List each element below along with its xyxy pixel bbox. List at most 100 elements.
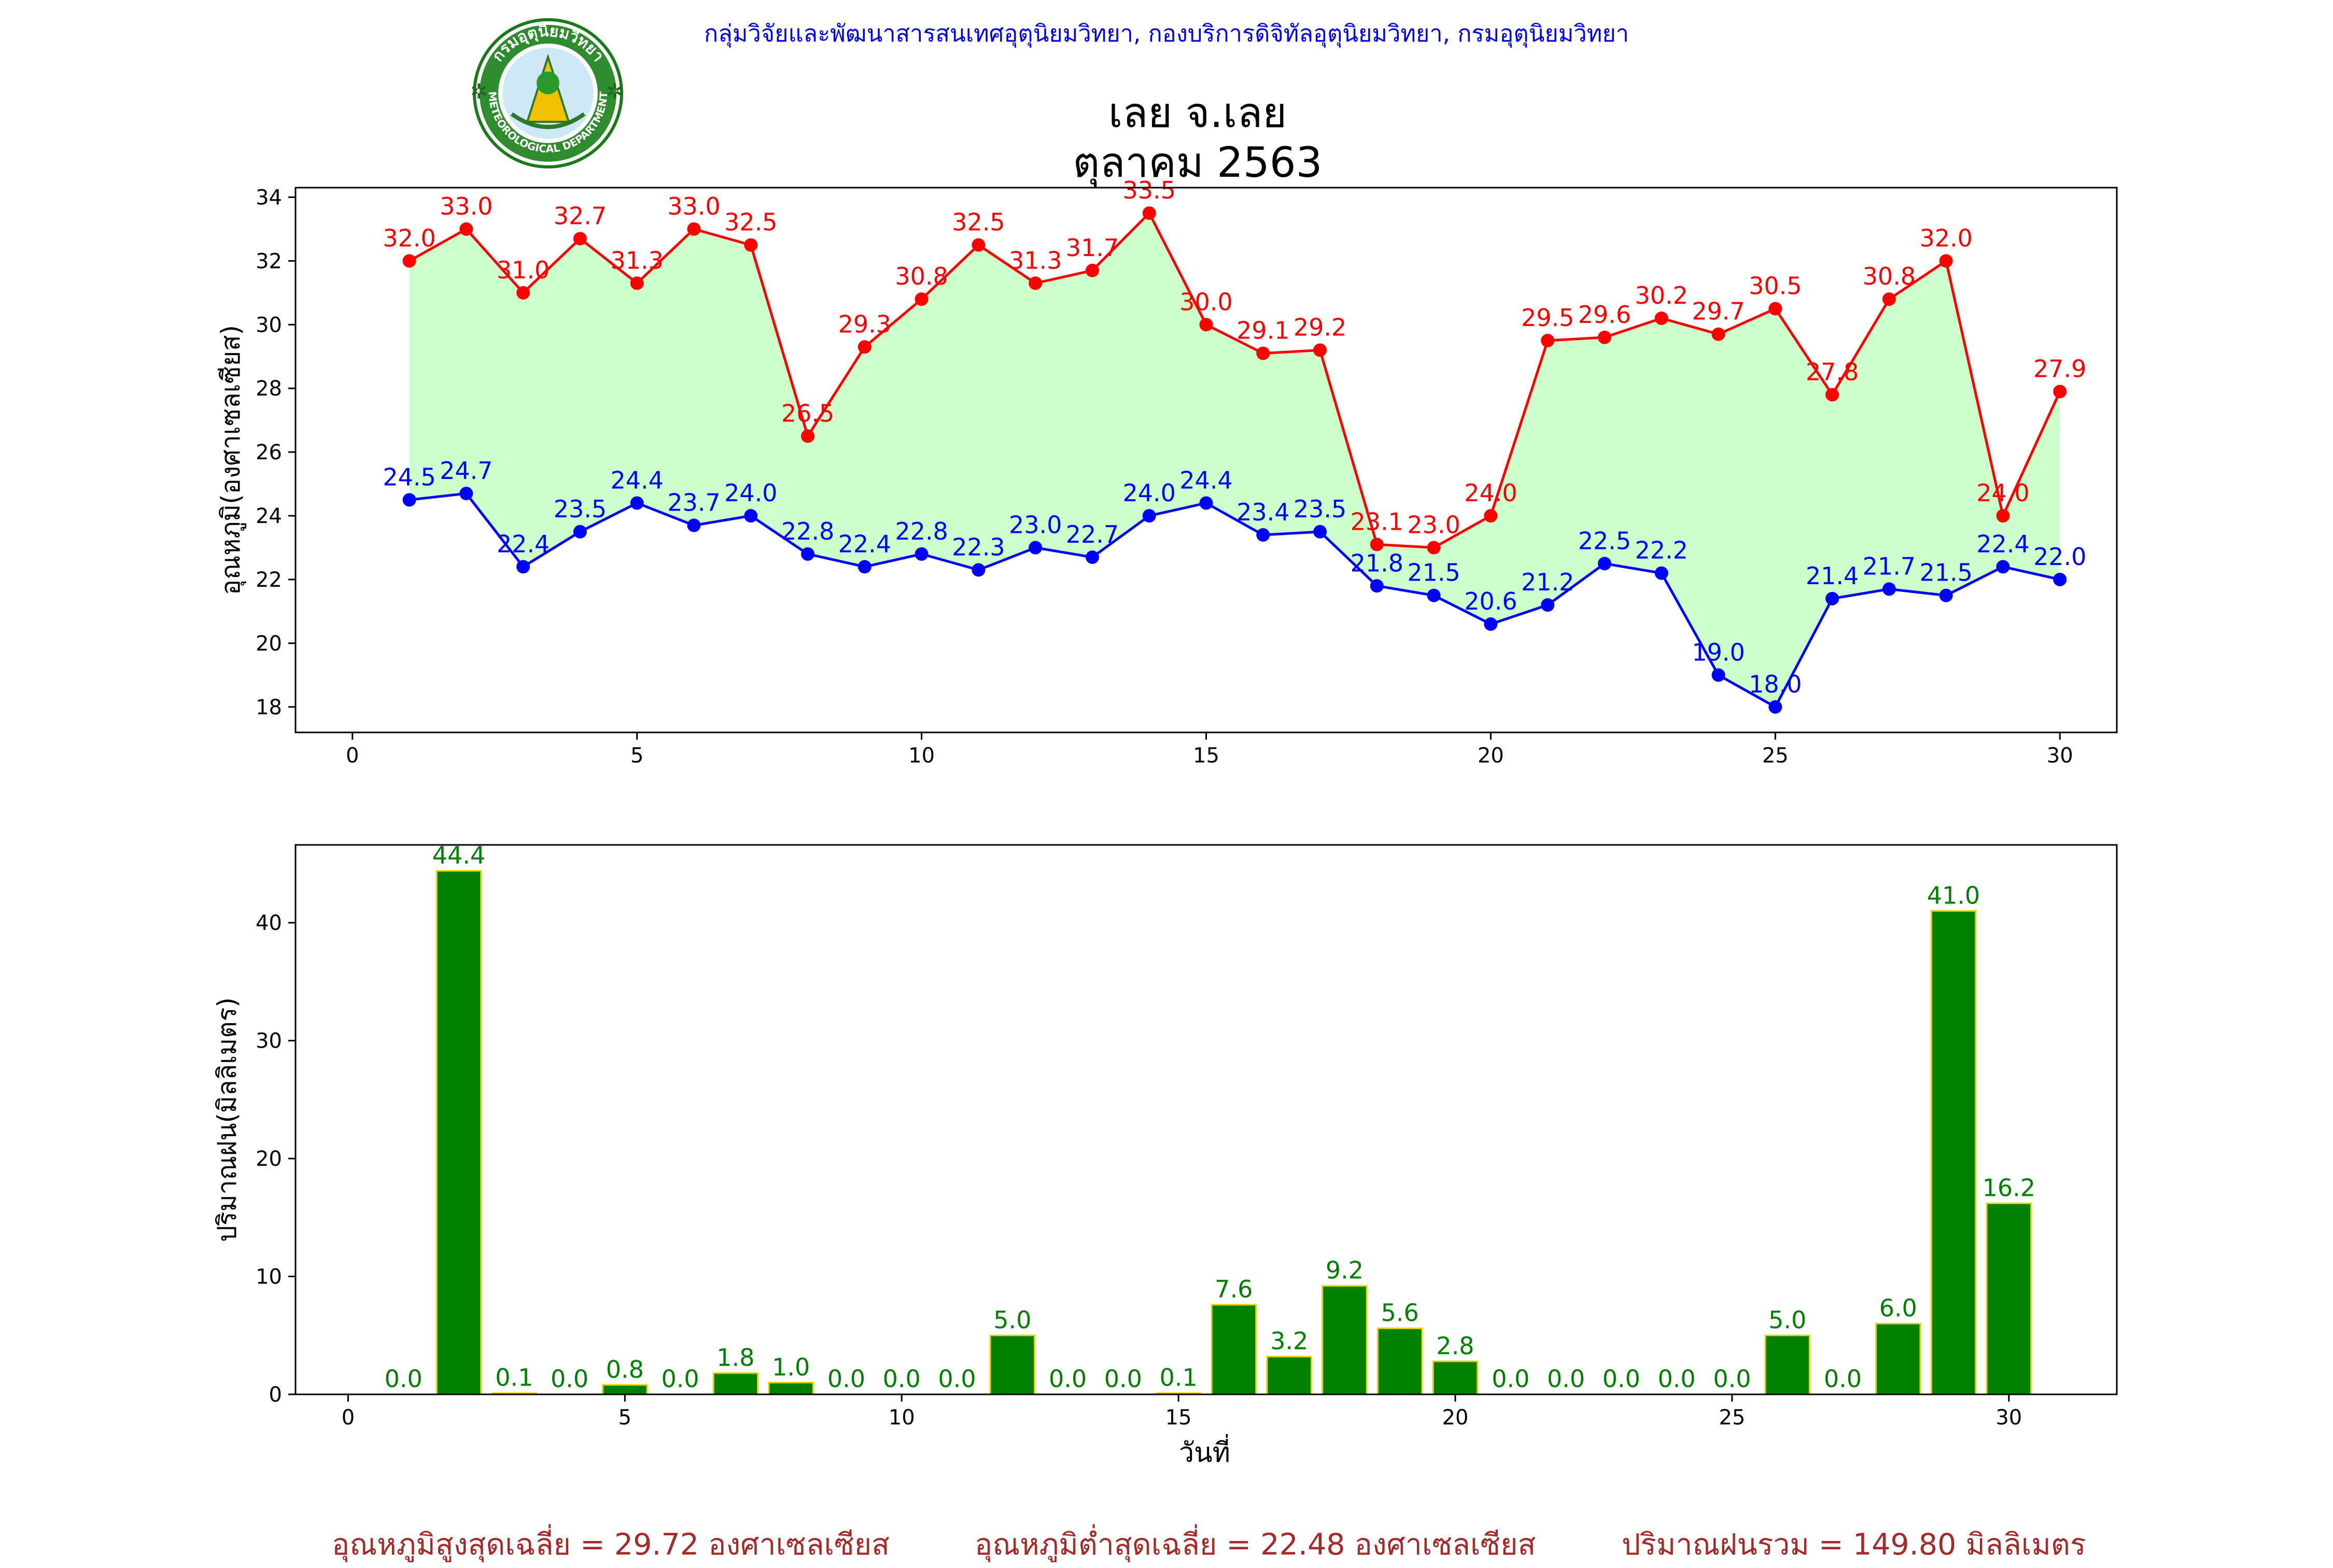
- max-temperature-label: 33.0: [440, 192, 493, 220]
- rainfall-y-axis-label: ปริมาณฝน(มิลลิเมตร): [212, 997, 242, 1242]
- rainfall-bar-label: 2.8: [1436, 1332, 1474, 1360]
- temp-y-tick-label: 24: [256, 504, 282, 528]
- max-temperature-label: 27.9: [2033, 355, 2086, 383]
- rainfall-bar: [1322, 1285, 1368, 1395]
- rainfall-bar-label: 0.0: [1713, 1365, 1751, 1393]
- rain-x-tick-label: 0: [342, 1406, 355, 1430]
- max-temperature-point: [1654, 311, 1668, 325]
- min-temperature-point: [1939, 588, 1953, 602]
- rainfall-bar: [768, 1381, 814, 1395]
- rainfall-bar: [1432, 1360, 1479, 1395]
- min-temperature-point: [858, 560, 872, 574]
- max-temperature-label: 30.5: [1749, 272, 1802, 300]
- rainfall-bar-label: 0.8: [606, 1355, 644, 1383]
- max-temperature-point: [402, 254, 416, 268]
- temp-x-tick-label: 10: [908, 744, 935, 768]
- max-temperature-point: [1996, 509, 2010, 523]
- rain-y-tick-label: 30: [256, 1029, 282, 1053]
- max-temperature-label: 32.7: [554, 202, 607, 230]
- temp-y-tick-label: 18: [256, 696, 282, 719]
- max-temperature-point: [1199, 318, 1213, 332]
- min-temperature-point: [1029, 541, 1043, 555]
- max-temperature-label: 23.1: [1351, 507, 1403, 535]
- max-temperature-point: [858, 340, 872, 354]
- rainfall-bar-label: 44.4: [432, 841, 485, 869]
- max-temperature-label: 32.5: [952, 208, 1005, 236]
- max-temperature-point: [630, 276, 644, 290]
- rainfall-bar-label: 0.0: [1658, 1365, 1696, 1393]
- min-temperature-point: [1541, 598, 1555, 612]
- max-temperature-label: 29.2: [1294, 313, 1346, 341]
- min-temperature-point: [630, 496, 644, 510]
- min-temperature-point: [1142, 509, 1156, 523]
- temp-y-tick-label: 30: [256, 313, 282, 337]
- rainfall-bar-label: 6.0: [1879, 1294, 1917, 1322]
- rainfall-bar-label: 0.0: [1104, 1365, 1142, 1393]
- min-temperature-point: [1085, 550, 1099, 564]
- max-temperature-label: 33.5: [1123, 176, 1176, 204]
- chart-title: เลย จ.เลย ตุลาคม 2563: [809, 88, 1586, 188]
- min-temperature-label: 18.0: [1749, 670, 1802, 698]
- rain-x-tick-label: 30: [1995, 1406, 2022, 1430]
- min-temperature-label: 23.4: [1236, 498, 1289, 526]
- temp-y-tick-label: 22: [256, 568, 282, 592]
- rain-y-tick-label: 0: [269, 1383, 282, 1407]
- rainfall-bar-label: 0.0: [827, 1365, 865, 1393]
- max-temperature-point: [1484, 509, 1498, 523]
- max-temperature-label: 24.0: [1976, 479, 2029, 507]
- temperature-y-axis-label: อุณหภูมิ(องศาเซลเซียส): [216, 325, 246, 595]
- rainfall-bar-label: 0.0: [1049, 1365, 1087, 1393]
- rainfall-bar-label: 0.1: [495, 1364, 533, 1392]
- min-temperature-point: [1597, 557, 1611, 571]
- min-temperature-point: [1996, 560, 2010, 574]
- rain-x-tick-label: 15: [1165, 1406, 1192, 1430]
- rainfall-bar: [1764, 1334, 1810, 1395]
- min-temperature-label: 24.5: [383, 463, 435, 491]
- min-temperature-point: [1711, 668, 1725, 682]
- min-temperature-label: 24.0: [724, 479, 777, 507]
- temp-x-tick-label: 5: [630, 744, 643, 768]
- rainfall-bar-label: 5.6: [1381, 1299, 1419, 1327]
- min-temperature-point: [573, 525, 587, 539]
- max-temperature-label: 32.5: [724, 208, 777, 236]
- rainfall-bar: [1266, 1355, 1312, 1395]
- rainfall-bar-label: 0.0: [1603, 1365, 1640, 1393]
- min-temperature-point: [1370, 579, 1384, 593]
- title-station: เลย จ.เลย: [1108, 89, 1287, 137]
- max-temperature-point: [1313, 343, 1327, 357]
- min-temperature-point: [1882, 582, 1896, 596]
- max-temperature-label: 33.0: [667, 192, 720, 220]
- rainfall-bar-label: 1.8: [716, 1344, 754, 1372]
- credit-line: กลุ่มวิจัยและพัฒนาสารสนเทศอุตุนิยมวิทยา,…: [704, 20, 1629, 47]
- min-temperature-label: 21.5: [1407, 559, 1460, 587]
- max-temperature-point: [1370, 538, 1384, 552]
- max-temperature-point: [573, 232, 587, 246]
- max-temperature-label: 29.1: [1236, 317, 1289, 345]
- min-temperature-point: [687, 518, 701, 532]
- rainfall-bar-label: 0.0: [662, 1365, 699, 1393]
- max-temperature-label: 31.3: [1009, 246, 1062, 274]
- max-temperature-point: [1882, 292, 1896, 306]
- rainfall-bar-label: 0.0: [385, 1365, 423, 1393]
- min-temperature-label: 23.5: [1294, 495, 1346, 523]
- rainfall-bar: [1930, 910, 1977, 1395]
- max-temperature-label: 26.5: [781, 399, 834, 427]
- max-temperature-label: 23.0: [1407, 511, 1460, 539]
- min-temperature-label: 22.4: [838, 530, 891, 558]
- rainfall-bar-label: 16.2: [1983, 1174, 2035, 1202]
- rain-y-tick-label: 10: [256, 1265, 282, 1289]
- rainfall-bar-label: 5.0: [993, 1306, 1031, 1334]
- min-temperature-point: [1825, 591, 1839, 605]
- rainfall-bar: [989, 1334, 1035, 1395]
- avg-max-temperature: อุณหภูมิสูงสุดเฉลี่ย = 29.72 องศาเซลเซีย…: [332, 1528, 890, 1562]
- min-temperature-point: [1654, 566, 1668, 580]
- min-temperature-label: 22.7: [1066, 520, 1119, 548]
- min-temperature-point: [1768, 700, 1782, 714]
- temp-y-tick-label: 26: [256, 441, 282, 464]
- temperature-range-fill: [409, 213, 2060, 707]
- min-temperature-label: 22.8: [895, 517, 948, 545]
- max-temperature-label: 30.8: [895, 262, 948, 290]
- max-temperature-point: [1711, 327, 1725, 341]
- min-temperature-label: 24.4: [1179, 466, 1232, 494]
- rain-y-tick-label: 20: [256, 1147, 282, 1171]
